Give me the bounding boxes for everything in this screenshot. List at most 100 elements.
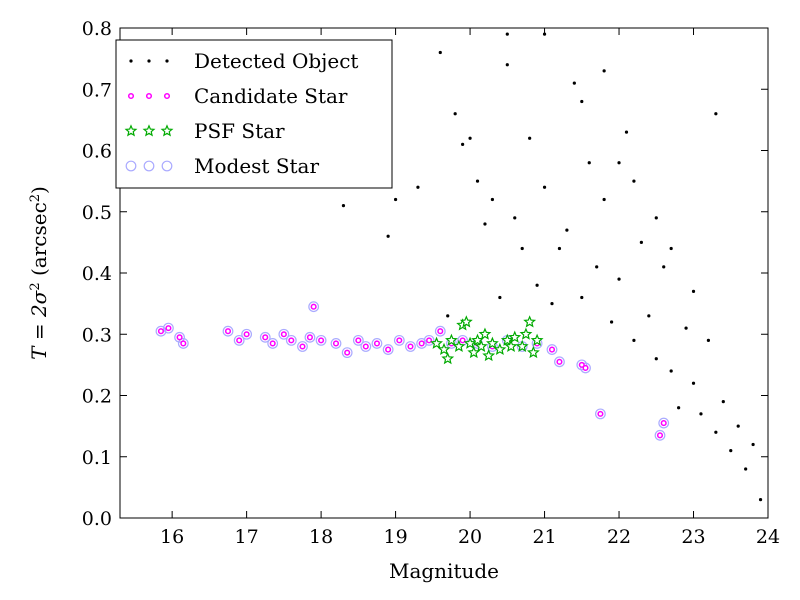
detected-object-point <box>572 81 576 85</box>
y-tick-label: 0.7 <box>82 79 112 101</box>
legend-label: Modest Star <box>194 154 319 178</box>
psf-star-point <box>445 333 458 346</box>
y-tick-label: 0.1 <box>82 447 112 469</box>
legend-marker-detected <box>147 59 151 63</box>
detected-object-point <box>669 369 673 373</box>
modest-star-point <box>371 338 383 349</box>
y-tick-label: 0.3 <box>82 324 112 346</box>
modest-star-point <box>259 331 271 343</box>
candidate-star-point <box>165 325 172 332</box>
modest-star-point <box>554 356 565 368</box>
detected-object-point <box>744 467 748 471</box>
modest-star-point <box>393 334 405 346</box>
candidate-star-point <box>299 343 306 350</box>
detected-object-point <box>565 228 569 232</box>
x-tick-label: 17 <box>235 526 259 548</box>
detected-object-point <box>505 63 509 67</box>
modest-star-point <box>595 408 606 420</box>
candidate-star-point <box>243 331 250 338</box>
y-axis-label-sup2: 2 <box>28 194 43 202</box>
y-axis-label-sup1: 2 <box>28 282 43 290</box>
detected-object-point <box>520 246 524 251</box>
modest-star-point <box>580 362 591 374</box>
legend-marker-candidate <box>145 92 153 100</box>
candidate-star-point <box>306 334 313 341</box>
y-axis-label: T = 2σ2 (arcsec2) <box>27 186 51 360</box>
detected-object-point <box>647 314 651 318</box>
psf-star-point <box>452 339 466 352</box>
modest-star-point <box>304 331 316 343</box>
modest-star-point <box>654 429 666 441</box>
modest-star-point <box>163 322 174 334</box>
x-tick-label: 21 <box>532 526 556 548</box>
candidate-star-point <box>236 337 243 344</box>
detected-object-point <box>602 69 606 73</box>
modest-star-point <box>341 347 353 359</box>
candidate-star-point <box>578 361 585 368</box>
y-axis-label-unit: (arcsec <box>27 202 51 282</box>
detected-object-point <box>587 161 591 165</box>
detected-object-point <box>617 161 621 165</box>
candidate-star-point <box>437 328 444 335</box>
detected-object-series <box>312 32 763 502</box>
detected-object-point <box>595 265 599 269</box>
legend-marker-psf <box>142 124 156 137</box>
legend-box <box>115 39 393 189</box>
detected-object-point <box>632 179 636 183</box>
modest-star-point <box>278 328 290 340</box>
x-axis-label: Magnitude <box>389 559 499 583</box>
candidate-star-point <box>318 337 325 344</box>
detected-object-point <box>721 400 725 404</box>
detected-object-point <box>461 142 465 146</box>
modest-star-point <box>241 328 253 340</box>
legend-marker-modest <box>125 160 137 172</box>
detected-object-point <box>475 179 480 183</box>
legend-marker-candidate <box>163 92 171 100</box>
psf-star-point <box>430 336 443 349</box>
psf-star-point <box>530 333 544 346</box>
candidate-star-point <box>180 340 187 347</box>
candidate-star-point <box>362 343 369 350</box>
modest-star-series <box>155 301 670 441</box>
psf-star-point <box>504 339 518 352</box>
detected-object-point <box>654 216 658 220</box>
psf-star-point <box>459 315 473 328</box>
detected-object-point <box>624 130 629 134</box>
candidate-star-point <box>157 328 165 335</box>
detected-object-point <box>691 381 696 385</box>
detected-object-point <box>498 295 502 300</box>
candidate-star-point <box>597 410 604 417</box>
detected-object-point <box>617 277 621 281</box>
candidate-star-point <box>459 337 466 344</box>
detected-object-point <box>550 302 554 306</box>
candidate-star-point <box>407 343 414 350</box>
y-tick-label: 0.6 <box>82 141 112 163</box>
candidate-star-point <box>660 420 667 427</box>
psf-star-point <box>515 339 529 352</box>
detected-object-point <box>580 295 584 300</box>
candidate-star-point <box>310 303 317 310</box>
detected-object-point <box>758 498 763 502</box>
detected-object-point <box>669 246 673 251</box>
detected-object-point <box>438 50 442 55</box>
modest-star-point <box>308 301 320 313</box>
modest-star-point <box>177 338 189 349</box>
modest-star-point <box>416 338 428 349</box>
psf-star-point <box>526 345 540 359</box>
detected-object-point <box>602 197 606 202</box>
psf-star-point <box>508 330 522 343</box>
legend-label: Candidate Star <box>194 84 348 108</box>
y-axis-label-close: ) <box>27 186 51 194</box>
modest-star-point <box>382 344 394 355</box>
modest-star-point <box>405 341 416 352</box>
detected-object-point <box>557 246 562 251</box>
detected-object-point <box>535 283 539 287</box>
modest-star-point <box>155 325 167 337</box>
candidate-star-point <box>288 337 295 344</box>
modest-star-point <box>360 341 372 352</box>
detected-object-point <box>542 185 547 189</box>
detected-object-point <box>490 197 495 202</box>
psf-star-series <box>430 315 544 365</box>
candidate-star-point <box>373 340 381 347</box>
